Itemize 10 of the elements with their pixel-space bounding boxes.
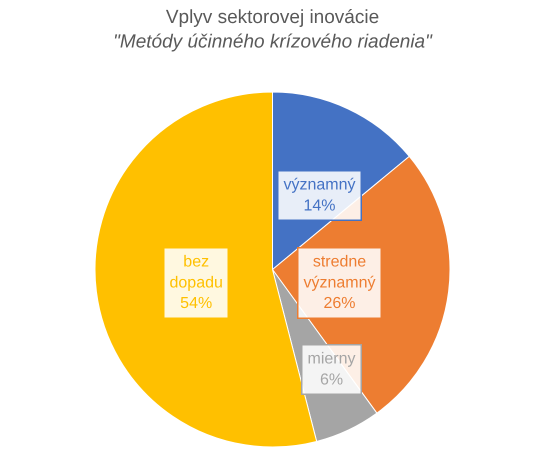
data-label: 54%	[180, 295, 212, 312]
data-label: 26%	[324, 295, 356, 312]
slice-label: mierny	[308, 350, 356, 368]
data-label: 14%	[304, 197, 336, 214]
data-label: 6%	[320, 371, 344, 388]
slice-label: bez dopadu	[170, 254, 223, 292]
slice-label: stredne významný	[304, 254, 376, 292]
chart-subtitle: "Metódy účinného krízového riadenia"	[113, 31, 434, 52]
chart-title: Vplyv sektorovej inovácie	[166, 6, 380, 28]
slice-label: významný	[284, 176, 356, 194]
